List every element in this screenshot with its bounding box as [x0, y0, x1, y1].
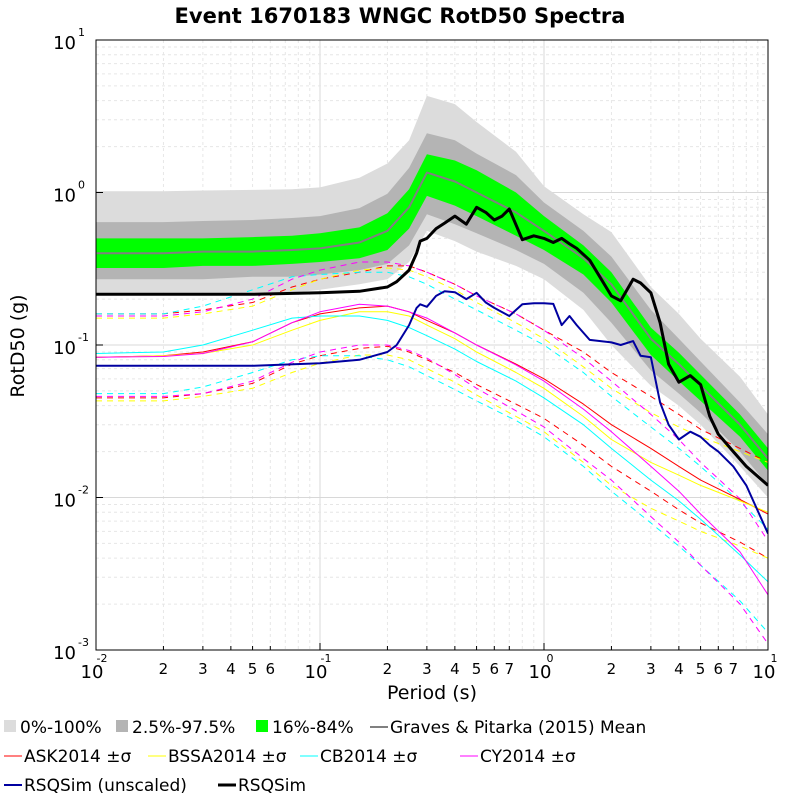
- x-minor-tick-label: 6: [266, 660, 276, 678]
- sigma-line-upper: [96, 271, 768, 530]
- legend-label: 2.5%-97.5%: [132, 718, 235, 738]
- y-major-tick-exponent: 0: [78, 179, 85, 192]
- x-minor-tick-label: 4: [674, 660, 684, 678]
- series-lines: [96, 171, 768, 596]
- y-axis-label: RotD50 (g): [7, 294, 29, 397]
- x-major-tick-exponent: -1: [321, 652, 332, 665]
- chart-title: Event 1670183 WNGC RotD50 Spectra: [175, 4, 626, 28]
- x-minor-tick-label: 5: [472, 660, 482, 678]
- legend-label: RSQSim: [238, 776, 306, 796]
- x-major-tick-label: 10: [81, 662, 104, 683]
- legend-item-cy2014: CY2014 ±σ: [460, 747, 576, 767]
- x-minor-tick-label: 3: [422, 660, 432, 678]
- legend-label: RSQSim (unscaled): [24, 776, 187, 796]
- x-minor-tick-label: 3: [198, 660, 208, 678]
- legend-item-2-5-97-5: 2.5%-97.5%: [116, 718, 235, 738]
- y-major-tick-exponent: -3: [78, 636, 89, 649]
- legend-swatch-box: [256, 720, 268, 732]
- x-minor-tick-label: 2: [159, 660, 169, 678]
- legend-label: CB2014 ±σ: [320, 747, 417, 767]
- x-minor-tick-label: 3: [646, 660, 656, 678]
- series-line-graves-pitarka-2015-mean: [96, 171, 768, 460]
- x-minor-tick-label: 5: [696, 660, 706, 678]
- legend-label: CY2014 ±σ: [480, 747, 576, 767]
- x-major-tick-exponent: 1: [771, 652, 778, 665]
- legend-item-cb2014: CB2014 ±σ: [300, 747, 417, 767]
- gmpe-sigma-lines: [96, 261, 768, 644]
- y-major-tick-label: 10: [53, 186, 76, 207]
- legend-label: Graves & Pitarka (2015) Mean: [390, 718, 646, 738]
- legend-item-bssa2014: BSSA2014 ±σ: [148, 747, 287, 767]
- x-major-tick-exponent: 0: [547, 652, 554, 665]
- legend-item-graves-pitarka-2015-mean: Graves & Pitarka (2015) Mean: [370, 718, 646, 738]
- series-line-bssa2014: [96, 311, 768, 513]
- x-minor-tick-label: 2: [383, 660, 393, 678]
- percentile-bands: [96, 95, 768, 498]
- legend: 0%-100% 2.5%-97.5% 16%-84% Graves & Pitarka…: [4, 718, 646, 796]
- y-major-tick-exponent: 1: [78, 26, 85, 39]
- legend-swatch-box: [116, 720, 128, 732]
- legend-item-rsqsim-unscaled: RSQSim (unscaled): [4, 776, 187, 796]
- series-line-rsqsim: [96, 205, 768, 487]
- band-0-100-: [96, 95, 768, 498]
- x-minor-tick-label: 7: [729, 660, 739, 678]
- series-line-cy2014: [96, 303, 768, 596]
- legend-item-16-84: 16%-84%: [256, 718, 354, 738]
- series-line-cb2014: [96, 315, 768, 583]
- legend-swatch-box: [4, 720, 16, 732]
- legend-item-rsqsim: RSQSim: [218, 776, 306, 796]
- x-major-tick-label: 10: [529, 662, 552, 683]
- y-major-tick-label: 10: [53, 33, 76, 54]
- legend-label: 0%-100%: [20, 718, 102, 738]
- band-16-84-: [96, 154, 768, 471]
- x-major-tick-label: 10: [305, 662, 328, 683]
- x-minor-tick-label: 7: [505, 660, 515, 678]
- band-2-5-97-5-: [96, 133, 768, 486]
- legend-item-0-100: 0%-100%: [4, 718, 102, 738]
- x-major-tick-label: 10: [753, 662, 776, 683]
- x-minor-tick-label: 2: [607, 660, 617, 678]
- x-minor-tick-label: 6: [490, 660, 500, 678]
- y-major-tick-label: 10: [53, 338, 76, 359]
- y-major-tick-label: 10: [53, 643, 76, 664]
- legend-label: BSSA2014 ±σ: [168, 747, 287, 767]
- x-minor-tick-label: 6: [714, 660, 724, 678]
- sigma-line-lower: [96, 344, 768, 644]
- legend-label: 16%-84%: [272, 718, 354, 738]
- legend-label: ASK2014 ±σ: [24, 747, 131, 767]
- x-major-tick-exponent: -2: [97, 652, 108, 665]
- series-line-rsqsim-unscaled: [96, 290, 768, 535]
- y-major-tick-exponent: -2: [78, 484, 89, 497]
- x-minor-tick-label: 4: [226, 660, 236, 678]
- y-major-tick-label: 10: [53, 491, 76, 512]
- x-minor-tick-label: 4: [450, 660, 460, 678]
- sigma-line-upper: [96, 265, 768, 463]
- y-major-tick-exponent: -1: [78, 331, 89, 344]
- x-axis-label: Period (s): [387, 682, 477, 704]
- x-minor-tick-label: 5: [248, 660, 258, 678]
- legend-item-ask2014: ASK2014 ±σ: [4, 747, 131, 767]
